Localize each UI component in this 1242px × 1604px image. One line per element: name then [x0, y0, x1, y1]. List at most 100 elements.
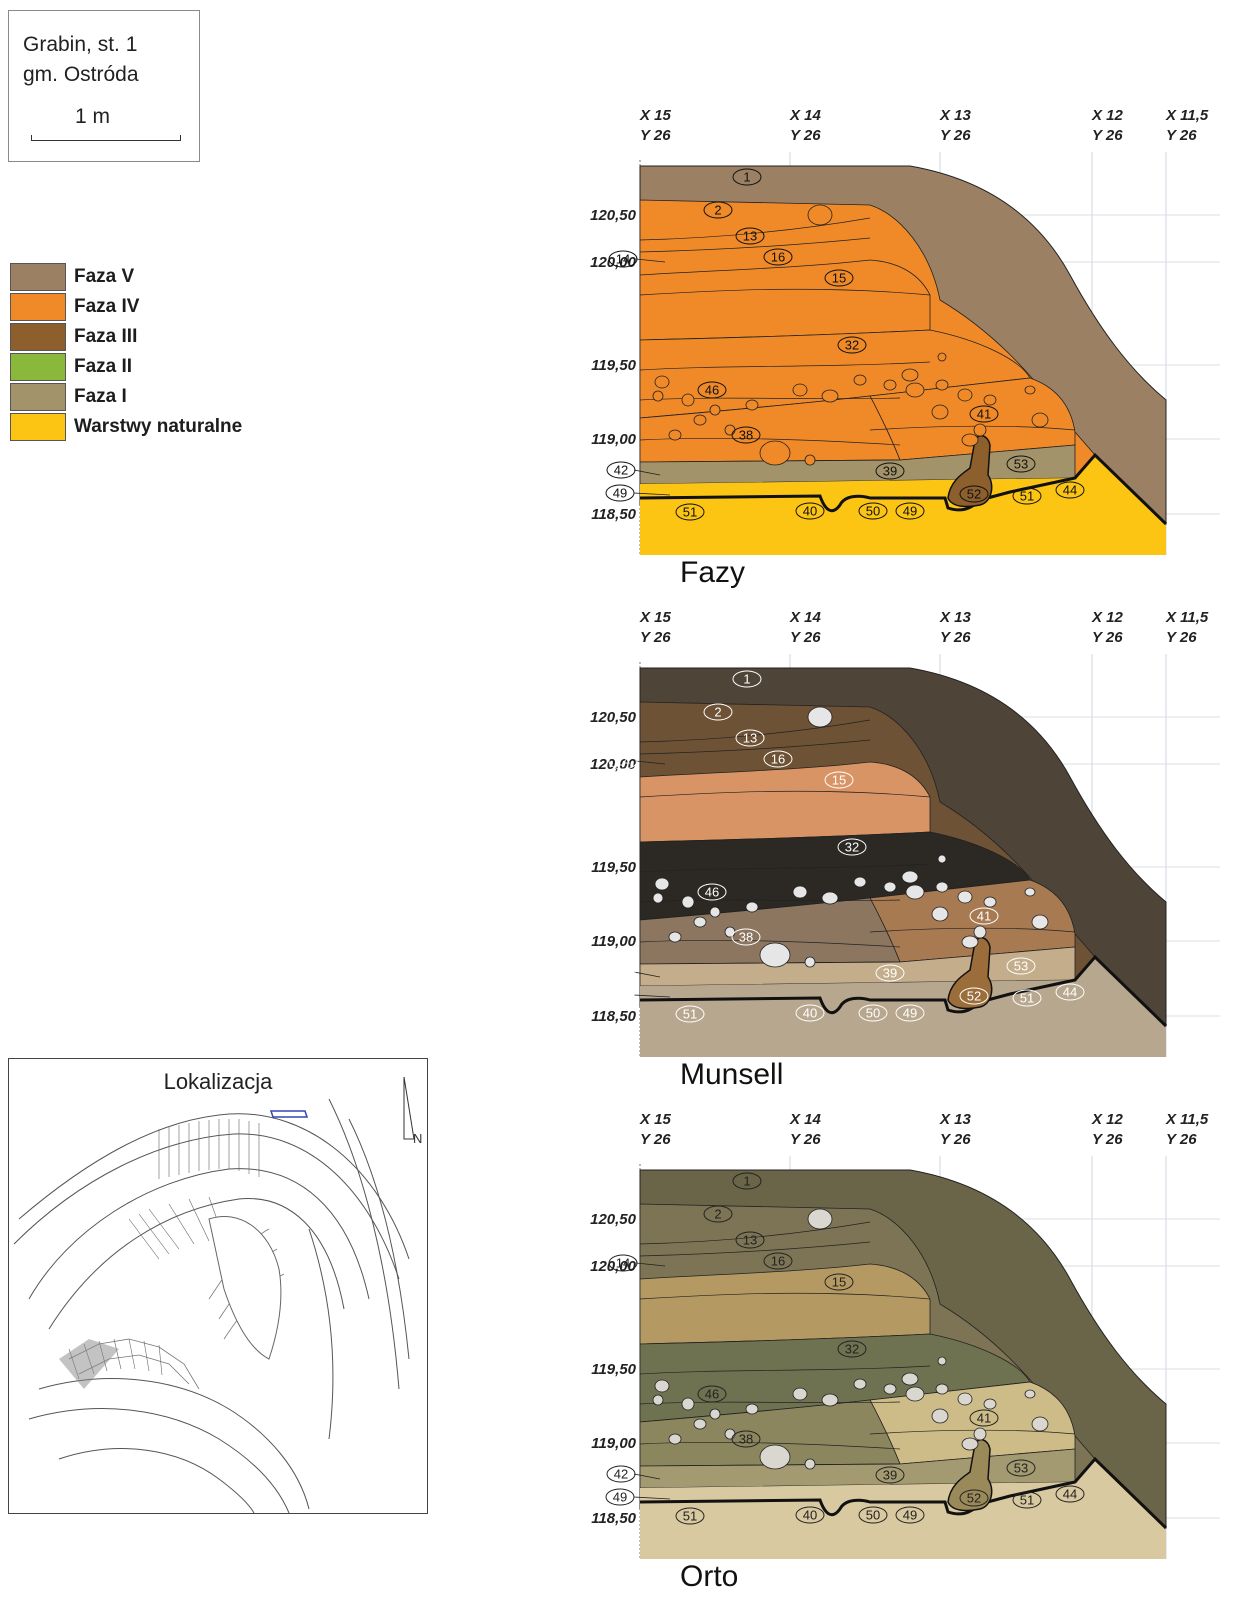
panel-title: Munsell: [680, 1058, 783, 1091]
elevation-label: 118,50: [591, 1510, 636, 1527]
layer-label: 46: [697, 883, 727, 901]
svg-text:51: 51: [683, 505, 697, 520]
layer-label: 51: [675, 1005, 705, 1023]
layer-label: 46: [697, 1385, 727, 1403]
svg-text:49: 49: [613, 988, 627, 1003]
svg-text:46: 46: [705, 885, 719, 900]
layer-label: 39: [875, 1466, 905, 1484]
layer-label: 1: [732, 670, 762, 688]
svg-text:14: 14: [616, 1256, 630, 1271]
svg-text:44: 44: [1063, 985, 1077, 1000]
column-y-label: Y 26: [1166, 629, 1197, 646]
svg-text:13: 13: [743, 229, 757, 244]
svg-text:51: 51: [1020, 489, 1034, 504]
elevation-label: 120,50: [590, 207, 637, 224]
column-x-label: X 11,5: [1165, 107, 1209, 124]
legend-swatch: [10, 263, 66, 291]
elevation-label: 120,50: [590, 709, 637, 726]
layer-label: 32: [837, 838, 867, 856]
svg-text:2: 2: [714, 203, 721, 218]
svg-text:14: 14: [616, 252, 630, 267]
layer-label: 49: [605, 986, 635, 1004]
column-y-label: Y 26: [1166, 1131, 1197, 1148]
layer-label: 13: [735, 227, 765, 245]
svg-text:2: 2: [714, 1207, 721, 1222]
layer-label: 49: [895, 502, 925, 520]
legend-swatch: [10, 383, 66, 411]
layer-label: 15: [824, 771, 854, 789]
svg-text:42: 42: [614, 463, 628, 478]
layer-label: 51: [1012, 989, 1042, 1007]
layer-label: 14: [608, 250, 638, 268]
phase-legend: Faza V Faza IV Faza III Faza II Faza I W…: [10, 262, 242, 442]
column-x-label: X 14: [789, 107, 822, 124]
svg-text:52: 52: [967, 487, 981, 502]
svg-text:14: 14: [616, 754, 630, 769]
north-arrow: N: [403, 1076, 422, 1146]
layer-label: 49: [895, 1506, 925, 1524]
svg-text:1: 1: [743, 170, 750, 185]
legend-item: Faza III: [10, 322, 242, 352]
column-y-label: Y 26: [1092, 629, 1123, 646]
svg-text:40: 40: [803, 1508, 817, 1523]
column-x-label: X 12: [1091, 1111, 1124, 1128]
layer-label: 16: [763, 248, 793, 266]
layer-label: 13: [735, 1231, 765, 1249]
section-drawing: X 15 Y 26 X 14 Y 26 X 13 Y 26 X 12 Y 26 X 11,5 Y …: [590, 1111, 1220, 1593]
svg-text:51: 51: [1020, 1493, 1034, 1508]
column-y-label: Y 26: [1092, 127, 1123, 144]
column-x-label: X 11,5: [1165, 609, 1209, 626]
legend-label: Warstwy naturalne: [74, 416, 243, 437]
layer-label: 42: [606, 461, 636, 479]
elevation-label: 118,50: [591, 1008, 636, 1025]
layer-label: 1: [732, 1172, 762, 1190]
elevation-label: 119,50: [591, 1361, 636, 1378]
layer-label: 49: [605, 1488, 635, 1506]
layer-label: 51: [1012, 1491, 1042, 1509]
svg-text:53: 53: [1014, 457, 1028, 472]
legend-swatch: [10, 413, 66, 441]
layer-label: 44: [1055, 1485, 1085, 1503]
legend-item: Faza I: [10, 382, 242, 412]
scale-bar: [31, 135, 181, 141]
layer-label: 15: [824, 269, 854, 287]
layer-label: 44: [1055, 983, 1085, 1001]
svg-text:1: 1: [743, 1174, 750, 1189]
layer-label: 44: [1055, 481, 1085, 499]
svg-text:50: 50: [866, 504, 880, 519]
layer-label: 15: [824, 1273, 854, 1291]
layer-label: 52: [959, 987, 989, 1005]
section-drawing: X 15 Y 26 X 14 Y 26 X 13 Y 26 X 12 Y 26 X 11,5 Y …: [590, 609, 1220, 1091]
svg-text:15: 15: [832, 271, 846, 286]
svg-text:50: 50: [866, 1006, 880, 1021]
elevation-label: 119,50: [591, 859, 636, 876]
panel-title: Fazy: [680, 556, 745, 589]
svg-text:50: 50: [866, 1508, 880, 1523]
layer-label: 51: [675, 1507, 705, 1525]
column-y-label: Y 26: [940, 1131, 971, 1148]
legend-label: Faza II: [74, 356, 133, 377]
elevation-label: 119,50: [591, 357, 636, 374]
layer-label: 46: [697, 381, 727, 399]
legend-item: Faza IV: [10, 292, 242, 322]
column-x-label: X 12: [1091, 107, 1124, 124]
layer-label: 2: [703, 201, 733, 219]
svg-text:46: 46: [705, 1387, 719, 1402]
column-x-label: X 14: [789, 1111, 822, 1128]
legend-swatch: [10, 323, 66, 351]
layer-label: 53: [1006, 957, 1036, 975]
svg-text:53: 53: [1014, 959, 1028, 974]
layer-label: 2: [703, 1205, 733, 1223]
svg-text:16: 16: [771, 250, 785, 265]
svg-text:32: 32: [845, 840, 859, 855]
layer-label: 32: [837, 1340, 867, 1358]
svg-text:51: 51: [683, 1007, 697, 1022]
layer-label: 1: [732, 168, 762, 186]
layer-label: 49: [895, 1004, 925, 1022]
svg-text:1: 1: [743, 672, 750, 687]
svg-text:15: 15: [832, 773, 846, 788]
column-y-label: Y 26: [790, 1131, 821, 1148]
elevation-label: 119,00: [591, 431, 636, 448]
site-district: gm. Ostróda: [23, 63, 139, 86]
legend-item: Warstwy naturalne: [10, 412, 242, 442]
